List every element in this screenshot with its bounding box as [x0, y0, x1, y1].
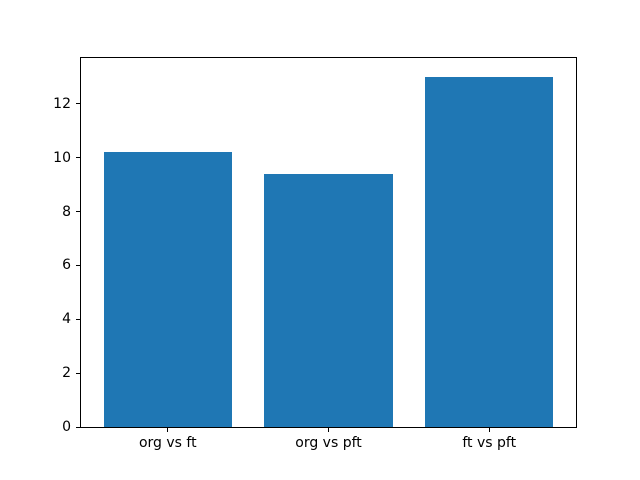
y-tick-label: 2 [62, 365, 71, 382]
y-tick-label: 4 [62, 311, 71, 328]
y-tick-label: 10 [53, 149, 71, 166]
y-tick-label: 0 [62, 419, 71, 435]
bar-org-vs-pft [264, 173, 393, 427]
y-tick-mark [76, 157, 80, 159]
y-tick-label: 6 [62, 257, 71, 274]
y-tick-mark [76, 426, 80, 428]
x-tick-mark [488, 428, 490, 432]
y-tick-label: 12 [53, 95, 71, 112]
bar-org-vs-ft [103, 152, 233, 427]
x-tick-label: org vs pft [295, 435, 362, 451]
y-tick-mark [76, 264, 80, 266]
x-tick-label: org vs ft [138, 435, 197, 451]
y-tick-mark [76, 372, 80, 374]
bar-ft-vs-pft [424, 76, 554, 427]
plot-area: 0 2 4 6 8 10 12 org vs ft org vs pft ft vs pft [53, 57, 577, 450]
x-tick-mark [328, 428, 329, 432]
x-tick-mark [167, 428, 169, 432]
x-tick-label: ft vs pft [462, 435, 517, 451]
y-tick-mark [76, 318, 80, 320]
y-tick-mark [76, 211, 80, 213]
y-tick-mark [76, 103, 80, 105]
y-tick-label: 8 [62, 203, 71, 220]
